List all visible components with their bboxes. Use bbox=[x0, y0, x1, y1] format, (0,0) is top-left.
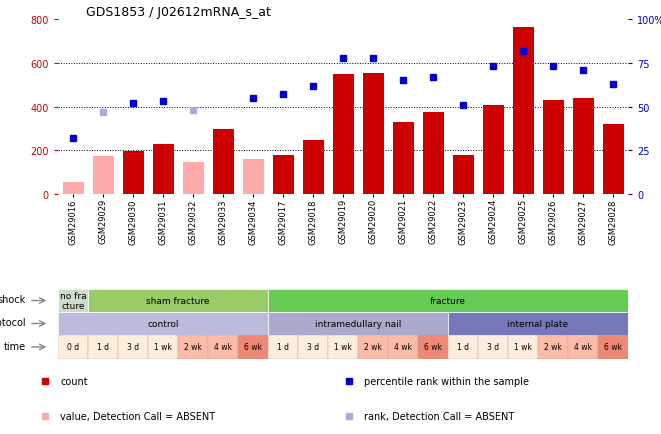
Bar bbox=[298, 335, 328, 359]
Text: 6 wk: 6 wk bbox=[244, 343, 262, 352]
Bar bbox=[453, 156, 473, 194]
Text: 0 d: 0 d bbox=[67, 343, 79, 352]
Text: GDS1853 / J02612mRNA_s_at: GDS1853 / J02612mRNA_s_at bbox=[87, 6, 272, 19]
Text: 1 wk: 1 wk bbox=[514, 343, 532, 352]
Text: count: count bbox=[60, 377, 88, 387]
Text: 2 wk: 2 wk bbox=[544, 343, 562, 352]
Bar bbox=[512, 28, 533, 194]
Text: no fra
cture: no fra cture bbox=[59, 291, 87, 310]
Text: 1 wk: 1 wk bbox=[154, 343, 172, 352]
Bar bbox=[448, 312, 628, 335]
Bar bbox=[118, 335, 148, 359]
Bar bbox=[58, 312, 268, 335]
Text: fracture: fracture bbox=[430, 296, 466, 305]
Bar bbox=[328, 335, 358, 359]
Bar bbox=[483, 105, 504, 194]
Text: 6 wk: 6 wk bbox=[424, 343, 442, 352]
Bar bbox=[268, 312, 448, 335]
Bar bbox=[388, 335, 418, 359]
Bar bbox=[568, 335, 598, 359]
Text: shock: shock bbox=[0, 295, 26, 305]
Text: internal plate: internal plate bbox=[508, 319, 568, 328]
Text: 4 wk: 4 wk bbox=[574, 343, 592, 352]
Text: protocol: protocol bbox=[0, 318, 26, 328]
Bar bbox=[178, 335, 208, 359]
Bar bbox=[58, 335, 88, 359]
Bar bbox=[268, 289, 628, 312]
Text: rank, Detection Call = ABSENT: rank, Detection Call = ABSENT bbox=[364, 411, 515, 421]
Bar bbox=[303, 141, 323, 194]
Text: 1 wk: 1 wk bbox=[334, 343, 352, 352]
Bar bbox=[598, 335, 628, 359]
Text: 2 wk: 2 wk bbox=[184, 343, 202, 352]
Bar bbox=[543, 101, 563, 194]
Bar bbox=[272, 156, 293, 194]
Bar bbox=[448, 335, 478, 359]
Text: 1 d: 1 d bbox=[277, 343, 289, 352]
Text: intramedullary nail: intramedullary nail bbox=[315, 319, 401, 328]
Bar bbox=[93, 156, 114, 194]
Bar bbox=[182, 162, 204, 194]
Bar bbox=[238, 335, 268, 359]
Bar bbox=[422, 113, 444, 194]
Bar bbox=[332, 75, 354, 194]
Bar bbox=[478, 335, 508, 359]
Text: 6 wk: 6 wk bbox=[604, 343, 622, 352]
Bar bbox=[268, 335, 298, 359]
Bar bbox=[362, 73, 383, 194]
Text: 4 wk: 4 wk bbox=[214, 343, 232, 352]
Bar bbox=[538, 335, 568, 359]
Bar bbox=[88, 289, 268, 312]
Bar bbox=[358, 335, 388, 359]
Bar bbox=[122, 152, 143, 194]
Text: 1 d: 1 d bbox=[97, 343, 109, 352]
Text: sham fracture: sham fracture bbox=[146, 296, 210, 305]
Bar bbox=[212, 129, 233, 194]
Bar bbox=[508, 335, 538, 359]
Bar bbox=[393, 122, 414, 194]
Text: percentile rank within the sample: percentile rank within the sample bbox=[364, 377, 529, 387]
Text: 3 d: 3 d bbox=[487, 343, 499, 352]
Text: time: time bbox=[4, 341, 26, 351]
Text: control: control bbox=[147, 319, 178, 328]
Bar bbox=[148, 335, 178, 359]
Text: 1 d: 1 d bbox=[457, 343, 469, 352]
Text: 3 d: 3 d bbox=[127, 343, 139, 352]
Text: 3 d: 3 d bbox=[307, 343, 319, 352]
Bar bbox=[63, 183, 83, 194]
Bar bbox=[602, 125, 623, 194]
Bar bbox=[418, 335, 448, 359]
Bar bbox=[208, 335, 238, 359]
Bar bbox=[58, 289, 88, 312]
Bar bbox=[88, 335, 118, 359]
Text: 2 wk: 2 wk bbox=[364, 343, 382, 352]
Text: value, Detection Call = ABSENT: value, Detection Call = ABSENT bbox=[60, 411, 215, 421]
Bar bbox=[153, 145, 173, 194]
Bar bbox=[572, 99, 594, 194]
Bar bbox=[243, 160, 264, 194]
Text: 4 wk: 4 wk bbox=[394, 343, 412, 352]
